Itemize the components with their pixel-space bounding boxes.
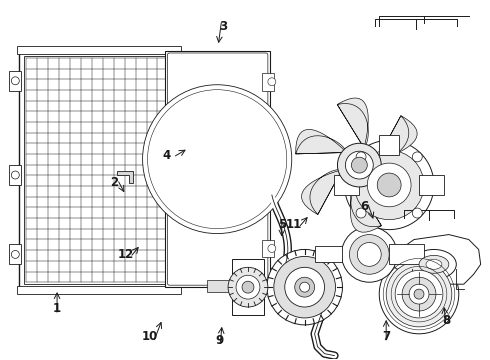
Circle shape	[300, 282, 310, 292]
Polygon shape	[295, 130, 347, 154]
Bar	[207, 280, 232, 292]
Circle shape	[409, 284, 429, 304]
Bar	[19, 51, 175, 289]
Circle shape	[274, 256, 336, 318]
Circle shape	[11, 171, 19, 179]
Circle shape	[368, 163, 411, 207]
Circle shape	[11, 251, 19, 258]
Bar	[315, 247, 343, 262]
Circle shape	[402, 277, 436, 311]
Polygon shape	[337, 98, 368, 148]
Bar	[262, 239, 274, 257]
Ellipse shape	[426, 260, 442, 269]
Circle shape	[357, 243, 381, 266]
Text: 4: 4	[162, 149, 171, 162]
Circle shape	[228, 267, 268, 307]
Ellipse shape	[412, 249, 456, 279]
Bar	[262, 73, 274, 91]
Polygon shape	[377, 116, 417, 161]
Bar	[379, 135, 399, 155]
Polygon shape	[301, 170, 342, 215]
Circle shape	[174, 96, 182, 105]
Bar	[166, 51, 270, 287]
Circle shape	[342, 227, 397, 282]
Circle shape	[412, 152, 422, 162]
Bar	[24, 56, 171, 284]
Circle shape	[351, 157, 368, 173]
Circle shape	[356, 208, 366, 218]
Polygon shape	[350, 183, 381, 232]
Circle shape	[344, 140, 434, 230]
Bar	[9, 71, 21, 91]
Text: 12: 12	[118, 248, 134, 261]
Text: 11: 11	[286, 218, 302, 231]
Circle shape	[356, 152, 366, 162]
Bar	[9, 165, 21, 185]
Circle shape	[338, 143, 381, 187]
Text: 8: 8	[443, 314, 451, 327]
Circle shape	[414, 289, 424, 299]
Bar	[335, 175, 359, 195]
Bar	[419, 175, 444, 195]
Polygon shape	[117, 171, 133, 183]
Circle shape	[174, 166, 182, 174]
Bar	[9, 244, 21, 264]
Text: 10: 10	[142, 330, 158, 343]
Text: 6: 6	[360, 200, 368, 213]
Circle shape	[268, 244, 276, 252]
Polygon shape	[389, 235, 481, 284]
Circle shape	[395, 270, 443, 318]
Circle shape	[236, 275, 260, 299]
Text: 5: 5	[278, 218, 286, 231]
Text: 2: 2	[110, 176, 118, 189]
Circle shape	[11, 77, 19, 85]
Text: 9: 9	[215, 334, 223, 347]
Text: 7: 7	[382, 330, 390, 343]
Text: 1: 1	[53, 302, 61, 315]
Circle shape	[285, 267, 324, 307]
Circle shape	[143, 85, 292, 234]
Circle shape	[242, 281, 254, 293]
Circle shape	[174, 246, 182, 253]
Text: 3: 3	[219, 20, 227, 33]
Ellipse shape	[419, 255, 449, 273]
Bar	[17, 46, 181, 54]
Circle shape	[294, 277, 315, 297]
Circle shape	[345, 151, 373, 179]
Circle shape	[268, 78, 276, 86]
Polygon shape	[372, 176, 423, 201]
Circle shape	[412, 208, 422, 218]
Circle shape	[354, 150, 424, 220]
Circle shape	[267, 249, 343, 325]
Bar	[17, 286, 181, 294]
Circle shape	[349, 235, 389, 274]
Circle shape	[386, 261, 452, 327]
Circle shape	[377, 173, 401, 197]
Circle shape	[379, 255, 459, 334]
Bar	[389, 244, 424, 264]
Bar	[232, 260, 264, 315]
